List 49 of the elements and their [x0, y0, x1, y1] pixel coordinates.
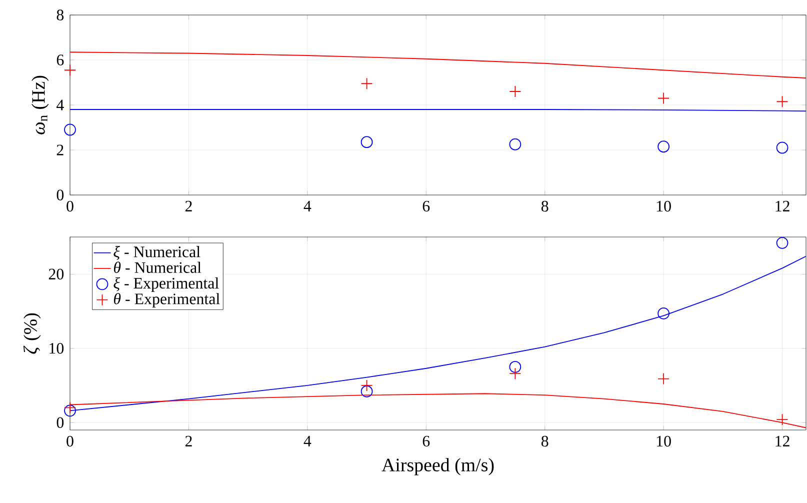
point — [509, 86, 522, 98]
point — [509, 138, 522, 150]
y-axis-title: ω$_{n}$ (Hz) — [32, 76, 49, 134]
point — [658, 372, 670, 385]
x-tick-label: 8 — [541, 200, 548, 212]
y-tick-label: 2 — [56, 144, 64, 156]
point — [776, 142, 788, 154]
x-tick-label: 0 — [66, 200, 74, 212]
point — [776, 414, 788, 426]
y-tick-label: 4 — [56, 100, 64, 110]
y-tick-label: 8 — [56, 10, 64, 20]
point — [360, 136, 373, 148]
point — [64, 404, 76, 417]
point — [64, 64, 76, 76]
x-tick-label: 2 — [185, 200, 192, 212]
x-tick-label: 0 — [66, 436, 74, 447]
point — [64, 402, 76, 414]
y-tick-label: 0 — [56, 417, 64, 428]
x-tick-label: 2 — [185, 436, 192, 446]
legend-label: θ - Experimental — [114, 292, 220, 308]
point — [776, 236, 788, 249]
legend-label: ξ - Experimental — [114, 277, 219, 292]
point — [509, 360, 522, 373]
x-tick-label: 8 — [541, 436, 548, 447]
y-tick-label: 10 — [50, 342, 64, 354]
x-axis-title: Airspeed (m/s) — [382, 458, 494, 476]
x-tick-label: 12 — [776, 436, 790, 446]
x-tick-label: 4 — [304, 200, 312, 212]
point — [658, 140, 670, 153]
point — [776, 96, 788, 108]
x-tick-label: 4 — [304, 436, 312, 446]
point — [658, 92, 670, 104]
point — [360, 78, 373, 90]
y-tick-label: 0 — [56, 190, 64, 200]
y-tick-label: 20 — [48, 268, 64, 280]
point — [360, 380, 373, 392]
point — [658, 307, 670, 320]
y-tick-label: 6 — [56, 54, 64, 66]
legend-label: θ - Numerical — [114, 262, 202, 273]
point — [360, 385, 373, 398]
x-tick-label: 10 — [656, 436, 671, 447]
point — [64, 124, 76, 136]
legend-label: ξ - Numerical — [114, 246, 200, 260]
x-tick-label: 6 — [422, 200, 430, 212]
point — [509, 368, 522, 380]
x-tick-label: 6 — [422, 436, 430, 447]
x-tick-label: 12 — [776, 200, 790, 212]
x-tick-label: 10 — [656, 200, 671, 212]
y-axis-title: ζ (%) — [23, 313, 41, 354]
